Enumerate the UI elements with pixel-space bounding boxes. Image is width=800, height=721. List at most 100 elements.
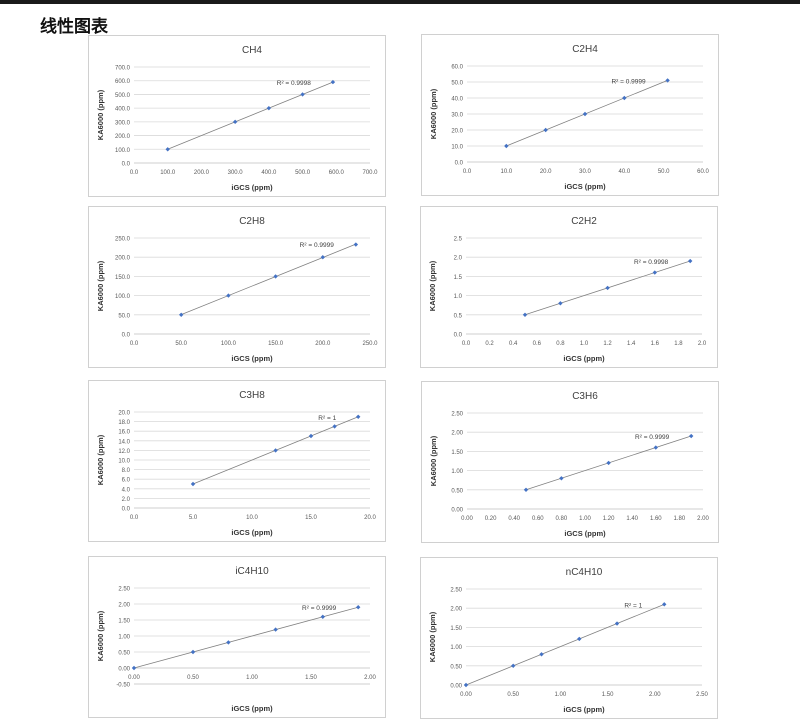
data-point — [266, 105, 272, 111]
data-point — [606, 460, 611, 466]
y-tick-label: 1.00 — [451, 469, 463, 475]
data-point — [622, 95, 627, 101]
x-tick-label: 30.0 — [579, 169, 591, 175]
x-tick-label: 0.0 — [130, 170, 139, 176]
data-point — [662, 602, 667, 607]
r-squared-label: R² = 0.9999 — [611, 78, 646, 85]
chart-svg: C2H8 0.0 50.0 100.0 150.0 200.0 250.0 0.0 50.0 10… — [96, 216, 378, 363]
x-tick-label: 1.80 — [674, 516, 686, 522]
x-tick-label: 0.20 — [485, 516, 497, 522]
chart-nc4h10: nC4H10 0.00 0.50 1.00 1.50 2.00 2.50 0.00 0.50 1.… — [420, 557, 718, 719]
data-point — [320, 614, 325, 619]
x-tick-label: 10.0 — [500, 169, 512, 175]
r-squared-label: R² = 0.9999 — [300, 242, 335, 249]
y-tick-label: 8.0 — [122, 468, 131, 474]
x-tick-label: 0.50 — [507, 692, 519, 698]
x-tick-label: 500.0 — [295, 170, 311, 176]
y-tick-label: 100.0 — [115, 148, 131, 154]
data-point — [330, 79, 336, 85]
chart-title: CH4 — [242, 45, 262, 56]
data-point — [511, 663, 516, 668]
x-tick-label: 50.0 — [175, 341, 187, 347]
y-tick-label: 250.0 — [115, 237, 131, 243]
y-tick-label: 1.50 — [118, 619, 130, 625]
data-point — [308, 433, 314, 439]
x-tick-label: 0.0 — [463, 169, 472, 175]
data-point — [688, 258, 693, 264]
x-tick-label: 100.0 — [160, 170, 176, 176]
x-tick-label: 100.0 — [221, 341, 237, 347]
y-tick-label: 2.50 — [451, 412, 463, 418]
data-point — [523, 487, 529, 492]
x-tick-label: 1.4 — [627, 341, 636, 347]
y-tick-label: 300.0 — [115, 120, 131, 126]
x-axis-label: iGCS (ppm) — [231, 704, 273, 713]
x-tick-label: 0.0 — [130, 341, 139, 347]
x-axis-label: iGCS (ppm) — [231, 354, 273, 363]
chart-svg: CH4 0.0 100.0 200.0 300.0 400.0 500.0 600.0 700.… — [96, 45, 378, 192]
x-axis-label: iGCS (ppm) — [231, 183, 273, 192]
chart-c2h8: C2H8 0.0 50.0 100.0 150.0 200.0 250.0 0.0 50.0 10… — [88, 206, 386, 368]
y-tick-label: 2.5 — [454, 237, 463, 243]
x-tick-label: 1.2 — [603, 341, 612, 347]
y-tick-label: 0.0 — [122, 162, 131, 168]
y-tick-label: 400.0 — [115, 107, 131, 113]
data-point — [226, 640, 231, 645]
data-point — [558, 301, 563, 306]
y-tick-label: 0.0 — [122, 333, 131, 339]
data-point — [559, 476, 564, 481]
x-tick-label: 5.0 — [189, 515, 198, 521]
data-point — [273, 448, 278, 453]
y-tick-label: 2.50 — [450, 588, 462, 594]
x-tick-label: 2.00 — [364, 675, 376, 681]
data-point — [539, 652, 544, 657]
data-point — [320, 255, 325, 260]
y-tick-label: 1.50 — [451, 450, 463, 456]
r-squared-label: R² = 0.9998 — [277, 80, 312, 87]
y-tick-label: 0.0 — [122, 507, 131, 513]
x-axis-label: iGCS (ppm) — [231, 528, 273, 537]
x-tick-label: 700.0 — [362, 170, 378, 176]
y-tick-label: 4.0 — [122, 487, 131, 493]
chart-ic4h10: iC4H10 -0.50 0.00 0.50 1.00 1.50 2.00 2.50 0.00 0… — [88, 556, 386, 718]
data-point — [356, 414, 361, 419]
x-tick-label: 0.6 — [533, 341, 542, 347]
chart-svg: C2H4 0.0 10.0 20.0 30.0 40.0 50.0 60.0 0.0 10.0 20… — [429, 44, 709, 191]
r-squared-label: R² = 0.9998 — [634, 259, 669, 266]
x-tick-label: 0.8 — [556, 341, 565, 347]
y-tick-label: 2.0 — [122, 497, 131, 503]
data-point — [332, 424, 337, 429]
data-point — [300, 92, 305, 97]
page-heading: 线性图表 — [40, 17, 108, 36]
x-tick-label: 1.40 — [626, 516, 638, 522]
y-tick-label: 2.0 — [454, 256, 463, 262]
data-point — [614, 621, 620, 626]
y-axis-label: KA6000 (ppm) — [96, 260, 105, 311]
y-tick-label: 40.0 — [451, 97, 463, 103]
y-tick-label: 1.5 — [454, 275, 463, 281]
x-tick-label: 0.2 — [485, 341, 494, 347]
y-tick-label: 500.0 — [115, 93, 131, 99]
r-squared-label: R² = 0.9999 — [302, 605, 337, 612]
y-tick-label: 2.50 — [118, 587, 130, 593]
chart-c2h2: C2H2 0.0 0.5 1.0 1.5 2.0 2.5 0.0 0.2 0.4 0.6 0.8 1.0… — [420, 206, 718, 368]
r-squared-label: R² = 1 — [318, 415, 336, 422]
trendline — [506, 80, 668, 147]
chart-svg: C2H2 0.0 0.5 1.0 1.5 2.0 2.5 0.0 0.2 0.4 0.6 0.8 1.0… — [428, 216, 707, 363]
x-tick-label: 2.00 — [697, 516, 709, 522]
data-point — [522, 312, 528, 317]
x-tick-label: 2.0 — [698, 341, 707, 347]
y-tick-label: 100.0 — [115, 294, 131, 300]
r-squared-label: R² = 1 — [624, 602, 642, 609]
chart-svg: nC4H10 0.00 0.50 1.00 1.50 2.00 2.50 0.00 0.50 1.… — [428, 567, 708, 714]
data-point — [226, 293, 231, 298]
y-tick-label: 2.00 — [451, 431, 463, 437]
data-point — [543, 127, 548, 133]
top-bar — [0, 0, 800, 4]
y-tick-label: 0.50 — [451, 488, 463, 494]
y-tick-label: 60.0 — [451, 65, 463, 71]
chart-ch4: CH4 0.0 100.0 200.0 300.0 400.0 500.0 600.0 700.… — [88, 35, 386, 197]
trendline — [167, 81, 334, 150]
data-point — [353, 242, 359, 247]
x-tick-label: 300.0 — [228, 170, 244, 176]
